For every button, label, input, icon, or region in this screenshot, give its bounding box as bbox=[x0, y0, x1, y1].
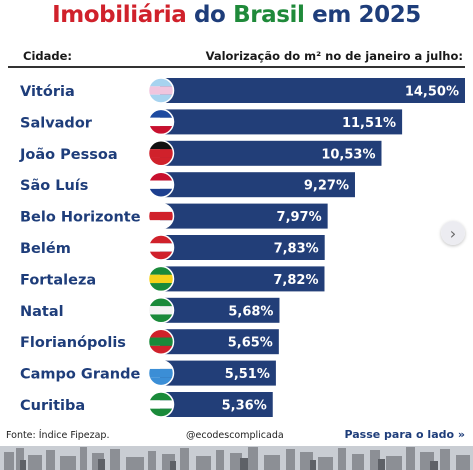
bar bbox=[160, 172, 355, 198]
category-label: Natal bbox=[20, 304, 64, 320]
value-label: 5,51% bbox=[225, 367, 270, 382]
category-label: Fortaleza bbox=[20, 272, 96, 288]
title-part-3: Brasil bbox=[233, 2, 305, 28]
bar bbox=[160, 360, 276, 386]
value-label: 11,51% bbox=[342, 116, 396, 131]
ceara-flag-icon bbox=[147, 265, 175, 293]
city-column-header: Cidade: bbox=[23, 49, 73, 63]
value-label: 5,68% bbox=[228, 304, 273, 319]
swipe-cta-label: Passe para o lado bbox=[344, 428, 455, 441]
category-label: Curitiba bbox=[20, 398, 85, 414]
title-part-4: em 2025 bbox=[312, 2, 421, 28]
value-label: 5,65% bbox=[228, 336, 273, 351]
account-handle: @ecodescomplicada bbox=[186, 430, 284, 441]
mato-grosso-do-sul-flag-icon bbox=[147, 359, 175, 387]
title-part-2: do bbox=[193, 2, 226, 28]
bar bbox=[160, 297, 280, 323]
bar bbox=[160, 266, 325, 292]
maranhao-flag-icon bbox=[147, 171, 175, 198]
value-label: 7,83% bbox=[274, 242, 319, 257]
chart-title: Imobiliária do Brasil em 2025 bbox=[0, 2, 473, 28]
santa-catarina-flag-icon bbox=[147, 328, 175, 355]
city-skyline-image bbox=[0, 446, 473, 470]
bar bbox=[160, 329, 279, 355]
paraiba-flag-icon bbox=[147, 140, 175, 167]
next-slide-button[interactable]: › bbox=[441, 221, 465, 245]
bar bbox=[160, 78, 465, 103]
category-label: João Pessoa bbox=[19, 147, 118, 163]
minas-gerais-flag-icon bbox=[147, 202, 175, 230]
source-note: Fonte: Índice Fipezap. bbox=[6, 430, 110, 441]
bahia-flag-icon bbox=[147, 108, 175, 136]
header-divider bbox=[8, 66, 465, 68]
value-label: 9,27% bbox=[304, 179, 349, 194]
bar bbox=[160, 392, 273, 417]
category-label: Salvador bbox=[20, 115, 93, 131]
bar bbox=[160, 235, 325, 260]
category-label: Belo Horizonte bbox=[20, 210, 141, 226]
value-label: 7,97% bbox=[277, 210, 322, 225]
rio-grande-do-norte-flag-icon bbox=[147, 297, 175, 324]
swipe-cta[interactable]: Passe para o lado » bbox=[344, 428, 465, 441]
chevron-right-icon: › bbox=[449, 223, 457, 243]
value-label: 5,36% bbox=[222, 399, 267, 414]
category-label: São Luís bbox=[20, 178, 88, 194]
value-label: 14,50% bbox=[405, 85, 459, 100]
bar bbox=[160, 109, 403, 135]
category-label: Campo Grande bbox=[20, 367, 140, 383]
bar bbox=[160, 140, 382, 166]
category-label: Vitória bbox=[20, 84, 75, 100]
para-flag-icon bbox=[147, 234, 175, 261]
value-label: 7,82% bbox=[273, 273, 318, 288]
value-label: 10,53% bbox=[321, 147, 375, 162]
bar bbox=[160, 203, 328, 229]
espirito-santo-flag-icon bbox=[147, 77, 175, 104]
title-part-1: Imobiliária bbox=[52, 2, 187, 28]
double-chevron-right-icon: » bbox=[457, 428, 465, 441]
value-column-header: Valorização do m² no de janeiro a julho: bbox=[205, 49, 463, 63]
category-label: Belém bbox=[20, 241, 71, 257]
parana-flag-icon bbox=[147, 391, 175, 418]
category-label: Florianópolis bbox=[20, 335, 126, 351]
